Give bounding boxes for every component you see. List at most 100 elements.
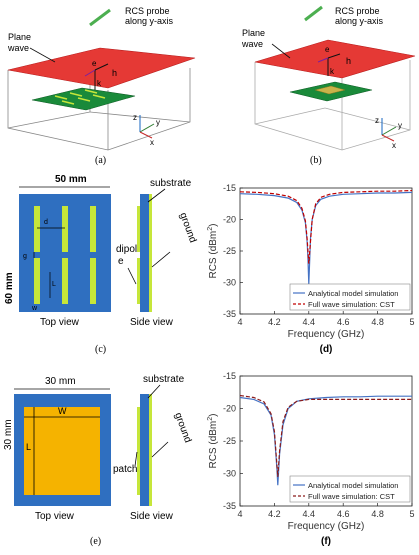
dipole-strips (54, 89, 106, 105)
plane-wave-label-1: Plane (8, 32, 31, 42)
dipole-side-1 (137, 206, 140, 252)
caption-b: (b) (310, 155, 322, 166)
series-line-1 (239, 395, 412, 486)
y-tick-label: -25 (223, 246, 236, 256)
panel-e: 30 mm 30 mm W L Top view substrate groun… (0, 362, 200, 550)
panel-f: -15 -20 -25 -30 -35 4 4.2 4.4 4.6 4.8 5 Frequency (… (200, 362, 419, 550)
y-tick-label: -25 (223, 436, 236, 446)
y-tick-label: -15 (223, 183, 236, 193)
legend-box (289, 283, 411, 311)
axis-y-label: y (156, 118, 160, 127)
d-label: d (44, 219, 48, 226)
y-tick-label: -35 (223, 309, 236, 319)
side-view-label: Side view (130, 317, 174, 328)
w-label: w (31, 305, 38, 312)
patch-top-view (24, 407, 100, 495)
x-tick-label: 4.6 (337, 317, 350, 327)
probe-label-2: along y-axis (125, 16, 174, 26)
plane-wave-label-2: wave (7, 43, 29, 53)
legend-label: Full wave simulation: CST (308, 492, 395, 501)
y-tick-label: -35 (223, 501, 236, 511)
plane-wave-label-2: wave (241, 39, 263, 49)
height-label: 60 mm (4, 272, 15, 304)
chart-d-rcs-dipole: -15 -20 -25 -30 -354 4.2 4.4 4.6 4.8 5 Frequency (… (207, 183, 415, 355)
substrate-side (140, 394, 149, 506)
figure-a-3d-setup: RCS probe along y-axis Plane wave e h k (7, 6, 196, 166)
panel-d: -15 -20 -25 -30 -35 4 4.2 4.4 4.6 4.8 5 Frequency (… (200, 180, 419, 365)
y-axis-label: RCS (dBm2) (207, 223, 219, 278)
caption-e: (e) (90, 536, 101, 547)
plane-wave-surface (254, 39, 416, 79)
e-vector-label: e (325, 45, 330, 54)
panel-a: RCS probe along y-axis Plane wave e h k (0, 0, 210, 170)
x-tick-label: 4.4 (303, 509, 316, 519)
x-axis-label: Frequency (GHz) (288, 521, 365, 532)
panel-c: 50 mm 60 mm d g L w Top view substrate g… (0, 172, 200, 362)
plane-wave-surface (7, 47, 196, 89)
legend-label: Analytical model simulation (308, 289, 398, 298)
width-label: 50 mm (55, 174, 87, 185)
g-label: g (23, 253, 27, 260)
plane-wave-pointer (29, 47, 56, 63)
patch-side (137, 407, 140, 495)
y-tick-label: -30 (223, 278, 236, 288)
legend-label: Analytical model simulation (308, 481, 398, 490)
rcs-probe-line (304, 5, 323, 22)
figure-b-3d-setup: RCS probe along y-axis Plane wave e h k … (241, 5, 416, 166)
y-tick-label: -20 (223, 215, 236, 225)
plane-wave-pointer (271, 43, 291, 59)
patch-element (314, 85, 346, 95)
l-label: L (26, 442, 31, 452)
x-tick-label: 5 (409, 509, 414, 519)
ground-label: ground (177, 211, 198, 244)
figure-c-dipole-geometry: 50 mm 60 mm d g L w Top view substrate g… (4, 174, 198, 355)
axis-x-label: x (392, 141, 396, 150)
ground-label: ground (172, 411, 193, 444)
axis-y-label: y (398, 121, 402, 130)
k-vector-label: k (330, 67, 335, 76)
caption-a: (a) (95, 155, 106, 166)
x-tick-label: 4.6 (337, 509, 350, 519)
top-view-label: Top view (40, 317, 80, 328)
series-line-2 (239, 394, 412, 477)
axes-icon-b (381, 118, 397, 142)
l-label: L (52, 281, 56, 288)
legend-box (289, 475, 411, 503)
k-vector-label: k (97, 79, 102, 88)
substrate-label: substrate (150, 178, 192, 189)
series-line-2 (239, 189, 413, 264)
x-tick-label: 4.8 (371, 509, 384, 519)
height-label: 30 mm (3, 419, 14, 450)
x-tick-label: 4 (237, 317, 242, 327)
chart-f-rcs-patch: -15 -20 -25 -30 -354 4.2 4.4 4.6 4.8 5 Frequency (… (207, 371, 415, 547)
h-vector-label: h (112, 68, 117, 78)
ground-side (149, 394, 152, 506)
x-axis-label: Frequency (GHz) (288, 329, 365, 340)
y-tick-label: -20 (223, 404, 236, 414)
legend-label: Full wave simulation: CST (308, 300, 395, 309)
probe-label-1: RCS probe (125, 6, 170, 16)
figure-e-patch-geometry: 30 mm 30 mm W L Top view substrate groun… (3, 374, 193, 547)
dipole-side-2 (137, 258, 140, 304)
panel-b: RCS probe along y-axis Plane wave e h k … (210, 0, 419, 170)
axis-x-label: x (150, 138, 154, 147)
x-tick-label: 4.2 (268, 509, 281, 519)
top-view-label: Top view (35, 511, 75, 522)
h-vector-label: h (346, 56, 351, 66)
x-tick-label: 4.8 (371, 317, 384, 327)
caption: (d) (320, 344, 333, 355)
e-vector-label: e (92, 59, 97, 68)
x-tick-label: 5 (409, 317, 414, 327)
caption: (f) (321, 536, 331, 547)
width-label: 30 mm (45, 376, 76, 387)
y-tick-label: -15 (223, 371, 236, 381)
dipole-strips-top (34, 206, 96, 304)
caption-c: (c) (95, 344, 106, 355)
x-tick-label: 4 (237, 509, 242, 519)
ground-side (149, 194, 152, 312)
series-line-1 (239, 191, 413, 285)
x-tick-label: 4.2 (268, 317, 281, 327)
plane-wave-label-1: Plane (242, 28, 265, 38)
substrate-label: substrate (143, 374, 185, 385)
y-tick-label: -30 (223, 469, 236, 479)
